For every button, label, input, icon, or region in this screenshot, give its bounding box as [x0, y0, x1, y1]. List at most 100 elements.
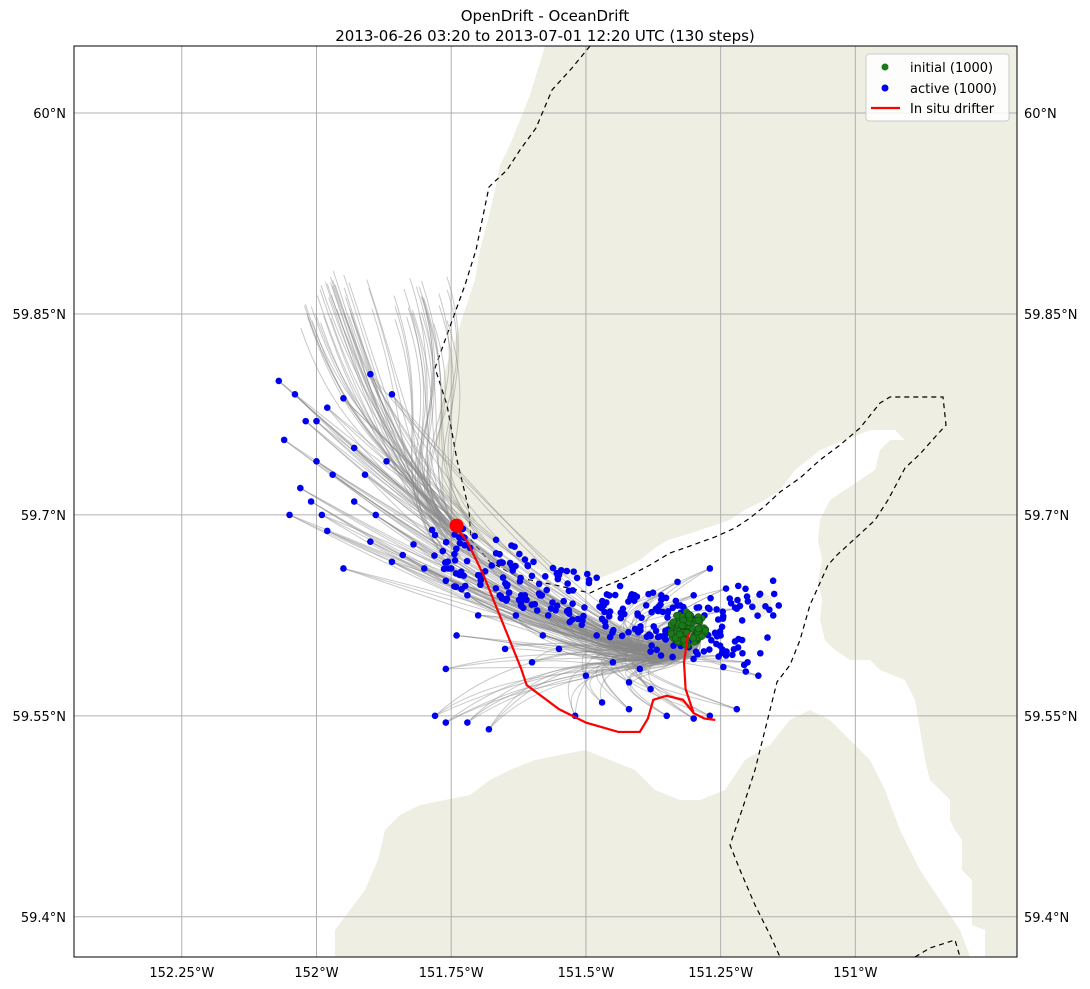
trajectory-line — [547, 614, 699, 661]
active-particle — [451, 550, 458, 558]
active-particle — [754, 612, 761, 619]
trajectory-line — [289, 514, 694, 663]
active-particle — [653, 646, 661, 654]
trajectory-line — [324, 281, 452, 559]
active-particle — [307, 498, 315, 505]
drifter-branch-line — [682, 632, 695, 714]
active-particle — [280, 436, 288, 444]
active-particle — [756, 590, 764, 598]
trajectory-line — [316, 420, 695, 657]
active-particle — [692, 648, 700, 656]
y-tick-label-left: 59.7°N — [21, 509, 66, 524]
active-particle — [706, 712, 714, 720]
active-particle — [598, 699, 606, 706]
active-particle — [544, 612, 552, 619]
initial-particle — [676, 630, 684, 638]
active-particle — [616, 582, 624, 590]
trajectory-line — [304, 303, 465, 528]
active-particle — [538, 592, 546, 599]
active-particle — [441, 559, 449, 566]
trajectory-line — [589, 633, 701, 703]
active-particle — [541, 573, 549, 580]
active-particle — [431, 531, 439, 539]
trajectory-line — [631, 594, 698, 657]
active-particle — [593, 632, 600, 639]
active-particle — [769, 612, 777, 619]
initial-particle — [698, 632, 706, 640]
trajectory-line — [626, 594, 694, 659]
legend-label-active: active (1000) — [910, 82, 997, 97]
active-particle — [329, 471, 336, 479]
active-particle — [585, 576, 593, 584]
active-particle — [593, 574, 600, 582]
active-particle — [690, 715, 697, 722]
active-particle — [555, 571, 563, 579]
trajectory-line — [421, 296, 447, 522]
trajectory-line — [409, 278, 460, 555]
trajectory-line — [434, 635, 702, 717]
active-particle — [530, 558, 537, 566]
trajectory-line — [343, 313, 461, 543]
drifter-track-line — [455, 527, 716, 734]
trajectory-line — [310, 306, 452, 521]
trajectory-line — [307, 316, 449, 528]
active-particle — [602, 623, 609, 630]
y-tick-label-right: 59.85°N — [1024, 308, 1077, 323]
active-particle — [581, 604, 588, 611]
trajectory-line — [505, 638, 690, 662]
active-particle — [549, 599, 556, 606]
trajectory-line — [531, 636, 693, 667]
active-particle — [769, 577, 777, 585]
grid-lines — [74, 46, 1017, 957]
active-particle — [302, 417, 310, 425]
trajectory-line — [278, 380, 675, 652]
initial-particle — [678, 622, 686, 630]
trajectory-line — [316, 460, 690, 654]
trajectory-line — [289, 514, 686, 661]
active-particle — [602, 599, 610, 606]
active-particle — [628, 590, 636, 598]
trajectory-line — [426, 293, 450, 535]
active-particle — [770, 590, 778, 598]
active-particle — [670, 642, 677, 649]
active-particle — [492, 585, 500, 592]
active-particle — [693, 604, 701, 611]
trajectory-line — [418, 286, 455, 537]
active-particle — [738, 636, 746, 644]
active-particle — [461, 582, 469, 590]
active-particle — [492, 550, 500, 557]
chart-title: OpenDrift - OceanDrift — [460, 7, 630, 25]
trajectory-line — [319, 289, 442, 529]
active-particle — [755, 672, 762, 679]
active-particle — [757, 649, 764, 657]
trajectory-line — [642, 642, 737, 710]
trajectory-line — [438, 305, 476, 522]
active-particle — [488, 562, 496, 569]
active-particle — [647, 685, 654, 693]
active-particle — [722, 585, 730, 592]
active-particle — [531, 600, 539, 608]
active-particle — [708, 636, 715, 644]
active-particle — [742, 668, 750, 675]
active-particle — [318, 511, 326, 519]
active-particle — [625, 628, 632, 636]
active-particle — [729, 651, 736, 659]
trajectory-line — [407, 307, 451, 532]
active-particle — [713, 640, 720, 648]
trajectory-line — [467, 594, 679, 659]
active-particle — [636, 665, 644, 673]
active-particle — [524, 561, 531, 569]
trajectory-line — [368, 287, 460, 533]
active-particle — [350, 498, 358, 505]
active-particle — [367, 538, 374, 545]
active-particle — [456, 534, 463, 541]
active-particle — [450, 583, 458, 590]
active-particle — [499, 574, 507, 581]
active-particle — [625, 705, 633, 713]
active-particle — [662, 594, 670, 602]
active-particle — [431, 552, 438, 559]
active-particle — [716, 628, 724, 635]
active-particle — [734, 596, 741, 604]
active-particle — [662, 636, 670, 643]
active-particle — [742, 585, 749, 593]
